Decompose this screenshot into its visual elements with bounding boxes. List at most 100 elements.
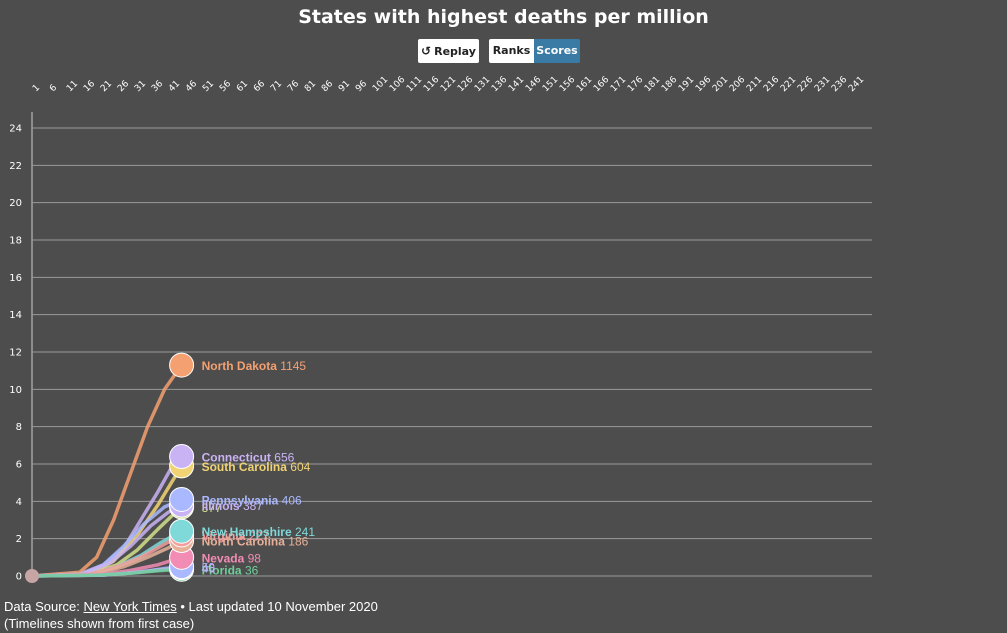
series-value: 656: [274, 451, 294, 465]
x-tick-label: 211: [745, 75, 764, 94]
x-tick-label: 66: [252, 79, 267, 94]
y-tick-label: 0: [16, 572, 22, 583]
y-tick-label: 2: [16, 534, 22, 545]
series-value: 241: [295, 525, 315, 539]
x-tick-label: 116: [422, 75, 441, 94]
x-tick-label: 106: [388, 75, 407, 94]
source-link[interactable]: New York Times: [83, 599, 177, 614]
x-tick-label: 96: [354, 79, 369, 94]
series-value: 50: [202, 561, 216, 575]
x-tick-label: 41: [167, 79, 182, 94]
x-tick-label: 91: [337, 79, 352, 94]
x-tick-label: 156: [558, 75, 577, 94]
series-label: Connecticut 656: [202, 451, 295, 465]
series-marker: [169, 518, 195, 544]
x-tick-label: 191: [677, 75, 696, 94]
series-value: 377: [202, 501, 222, 515]
series-value: 387: [243, 499, 263, 513]
y-tick-label: 20: [9, 198, 22, 209]
series-value: 1145: [280, 359, 306, 373]
series-name: New Hampshire: [202, 525, 295, 539]
y-tick-label: 8: [16, 422, 22, 433]
timeline-note: (Timelines shown from first case): [4, 616, 195, 631]
x-tick-label: 171: [609, 75, 628, 94]
x-tick-label: 141: [507, 75, 526, 94]
x-tick-label: 11: [65, 79, 80, 94]
series-name: Pennsylvania: [202, 493, 282, 507]
x-tick-label: 136: [490, 75, 509, 94]
x-tick-label: 216: [762, 75, 781, 94]
scores-toggle[interactable]: Scores: [534, 39, 580, 63]
x-tick-label: 231: [813, 75, 832, 94]
series-label: 50: [202, 561, 216, 575]
y-tick-label: 12: [9, 348, 22, 359]
y-tick-label: 18: [9, 236, 22, 247]
x-tick-label: 26: [116, 79, 131, 94]
source-prefix: Data Source:: [4, 599, 80, 614]
x-tick-label: 221: [779, 75, 798, 94]
x-tick-label: 206: [728, 75, 747, 94]
x-tick-label: 241: [847, 75, 866, 94]
x-tick-label: 226: [796, 75, 815, 94]
series-line: [30, 454, 184, 578]
series-label: North Dakota 1145: [202, 359, 307, 373]
y-tick-label: 6: [16, 460, 22, 471]
series-lines: [30, 363, 184, 578]
x-tick-label: 71: [269, 79, 284, 94]
series-value: 46: [202, 562, 216, 576]
x-tick-label: 31: [133, 79, 148, 94]
x-axis-ticks: 1 6 11 16 21 26 31 36 41 46 51 56 61 66 71 76 81 86 91 96 10…: [31, 75, 866, 94]
x-tick-label: 16: [82, 79, 97, 94]
series-value: 36: [245, 563, 259, 577]
series-label: Pennsylvania 406: [202, 493, 302, 507]
x-tick-label: 51: [201, 79, 216, 94]
x-tick-label: 111: [405, 75, 424, 94]
series-label: New Hampshire 241: [202, 525, 316, 539]
y-tick-label: 10: [9, 385, 22, 396]
series-label: 377: [202, 501, 222, 515]
x-tick-label: 46: [184, 79, 199, 94]
y-tick-label: 22: [9, 161, 22, 172]
x-tick-label: 56: [218, 79, 233, 94]
series-marker: [169, 486, 195, 512]
x-tick-label: 6: [48, 83, 59, 94]
series-line: [30, 567, 184, 578]
series-label: Virginia 227: [202, 529, 269, 543]
x-tick-label: 166: [592, 75, 611, 94]
x-tick-label: 61: [235, 79, 250, 94]
series-name: Illinois: [202, 499, 243, 513]
ranks-toggle[interactable]: Ranks: [489, 39, 534, 63]
y-tick-label: 4: [16, 497, 22, 508]
x-tick-label: 36: [150, 79, 165, 94]
series-name: Florida: [202, 563, 245, 577]
x-tick-label: 151: [541, 75, 560, 94]
series-value: 406: [282, 493, 302, 507]
series-marker: [169, 352, 195, 378]
series-name: North Carolina: [202, 535, 289, 549]
x-tick-label: 196: [694, 75, 713, 94]
replay-icon: ↺: [421, 44, 432, 58]
series-label: 46: [202, 562, 216, 576]
x-tick-label: 1: [31, 83, 42, 94]
replay-label: Replay: [434, 45, 476, 58]
footer: Data Source: New York Times • Last updat…: [4, 598, 378, 632]
chart-title: States with highest deaths per million: [298, 6, 709, 28]
x-tick-label: 101: [371, 75, 390, 94]
origin-marker: [25, 569, 39, 583]
series-value: 227: [249, 529, 269, 543]
x-tick-label: 76: [286, 79, 301, 94]
series-line: [30, 363, 184, 578]
data-source-line: Data Source: New York Times • Last updat…: [4, 598, 378, 615]
x-tick-label: 201: [711, 75, 730, 94]
x-tick-label: 186: [660, 75, 679, 94]
x-tick-label: 21: [99, 79, 114, 94]
x-tick-label: 176: [626, 75, 645, 94]
y-tick-label: 16: [9, 273, 22, 284]
series-marker: [169, 444, 195, 470]
y-tick-label: 24: [9, 124, 22, 135]
grid: [31, 112, 872, 580]
replay-button[interactable]: ↺ Replay: [418, 39, 479, 63]
series-name: Nevada: [202, 551, 248, 565]
x-tick-label: 236: [830, 75, 849, 94]
series-value: 98: [248, 551, 262, 565]
